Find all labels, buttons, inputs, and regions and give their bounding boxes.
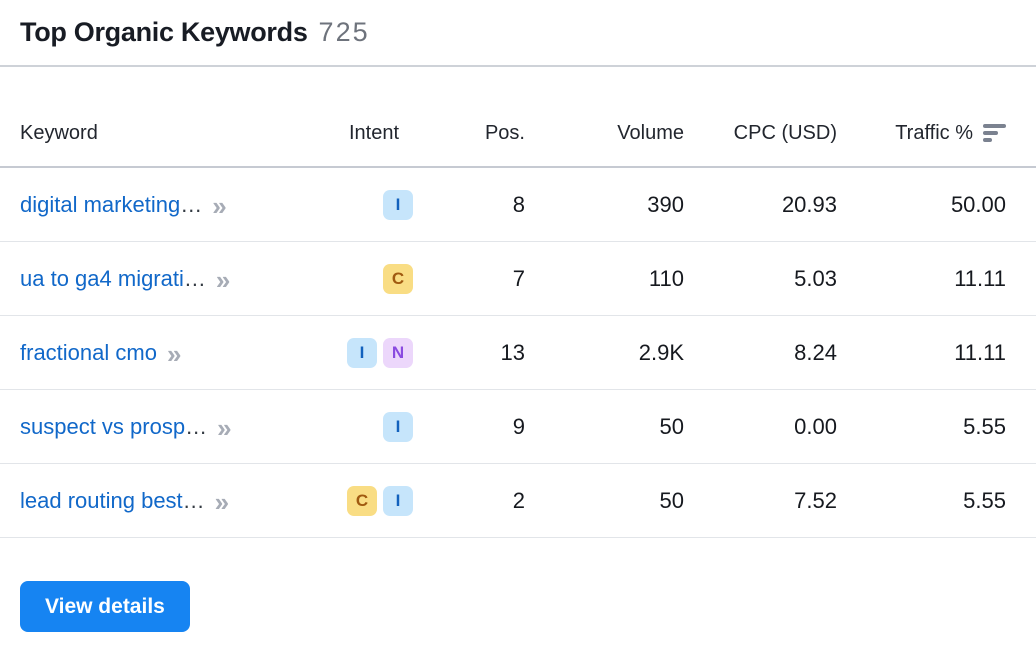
intent-badges: I xyxy=(323,189,425,220)
cpc-value: 20.93 xyxy=(781,191,837,217)
position-value: 7 xyxy=(512,265,525,291)
volume-value: 390 xyxy=(647,191,684,217)
keyword-link[interactable]: suspect vs prosp xyxy=(20,413,186,439)
keyword-link[interactable]: lead routing best xyxy=(20,487,183,513)
traffic-percent-value: 11.11 xyxy=(954,265,1006,291)
keyword-cell: lead routing best … » xyxy=(0,487,323,515)
keyword-cell: fractional cmo » xyxy=(0,339,323,367)
column-header-cpc: CPC (USD) xyxy=(733,122,837,144)
keywords-total-count: 725 xyxy=(318,17,370,47)
widget-title: Top Organic Keywords xyxy=(20,17,308,47)
table-header-row: Keyword Intent Pos. Volume CPC (USD) Tra… xyxy=(0,67,1036,168)
widget-title-bar: Top Organic Keywords 725 xyxy=(0,0,1036,67)
column-header-volume: Volume xyxy=(617,122,684,144)
cpc-value: 7.52 xyxy=(794,487,837,513)
column-header-traffic: Traffic % xyxy=(855,122,1036,166)
intent-badges: I xyxy=(323,411,425,442)
cpc-value: 5.03 xyxy=(794,265,837,291)
keyword-cell: ua to ga4 migrati … » xyxy=(0,265,323,293)
keyword-truncation-ellipsis: … xyxy=(182,487,205,513)
table-row: digital marketing … » I 8 390 20.93 50.0… xyxy=(0,168,1036,242)
keyword-truncation-ellipsis: … xyxy=(183,265,206,291)
keyword-cell: suspect vs prosp … » xyxy=(0,413,323,441)
traffic-percent-value: 50.00 xyxy=(950,191,1006,217)
position-value: 13 xyxy=(500,339,525,365)
intent-badge-n: N xyxy=(383,337,413,368)
intent-badge-c: C xyxy=(347,485,377,516)
volume-value: 110 xyxy=(648,265,684,291)
double-chevron-right-icon[interactable]: » xyxy=(212,190,227,219)
cpc-value: 0.00 xyxy=(794,413,837,439)
volume-value: 2.9K xyxy=(638,339,684,365)
intent-badge-i: I xyxy=(347,337,377,368)
column-header-pos: Pos. xyxy=(484,122,525,144)
position-value: 8 xyxy=(512,191,525,217)
keyword-link[interactable]: ua to ga4 migrati xyxy=(20,265,184,291)
double-chevron-right-icon[interactable]: » xyxy=(217,412,232,441)
keyword-link[interactable]: fractional cmo xyxy=(20,339,157,365)
volume-value: 50 xyxy=(659,413,684,439)
keywords-table-body: digital marketing … » I 8 390 20.93 50.0… xyxy=(0,168,1036,538)
keyword-truncation-ellipsis: … xyxy=(180,191,203,217)
column-header-intent: Intent xyxy=(348,122,400,144)
double-chevron-right-icon[interactable]: » xyxy=(166,338,182,367)
widget-footer: View details xyxy=(0,538,1036,632)
keyword-truncation-ellipsis: … xyxy=(185,413,208,439)
intent-badges: C xyxy=(323,263,425,294)
table-row: ua to ga4 migrati … » C 7 110 5.03 11.11 xyxy=(0,242,1036,316)
view-details-button[interactable]: View details xyxy=(20,581,190,632)
traffic-percent-value: 11.11 xyxy=(954,339,1006,365)
column-header-traffic-label: Traffic % xyxy=(895,122,973,144)
intent-badge-c: C xyxy=(383,263,413,294)
traffic-percent-value: 5.55 xyxy=(963,487,1006,513)
intent-badge-i: I xyxy=(383,411,413,442)
double-chevron-right-icon[interactable]: » xyxy=(215,264,231,293)
keyword-link[interactable]: digital marketing xyxy=(20,191,181,217)
cpc-value: 8.24 xyxy=(794,339,837,365)
intent-badge-i: I xyxy=(383,485,413,516)
column-header-keyword: Keyword xyxy=(20,122,98,144)
table-row: suspect vs prosp … » I 9 50 0.00 5.55 xyxy=(0,390,1036,464)
intent-badge-i: I xyxy=(383,189,413,220)
sort-descending-icon xyxy=(983,123,1006,144)
traffic-percent-value: 5.55 xyxy=(963,413,1006,439)
position-value: 2 xyxy=(512,487,525,513)
volume-value: 50 xyxy=(659,487,684,513)
position-value: 9 xyxy=(512,413,525,439)
double-chevron-right-icon[interactable]: » xyxy=(214,486,230,515)
keyword-cell: digital marketing … » xyxy=(0,191,323,219)
